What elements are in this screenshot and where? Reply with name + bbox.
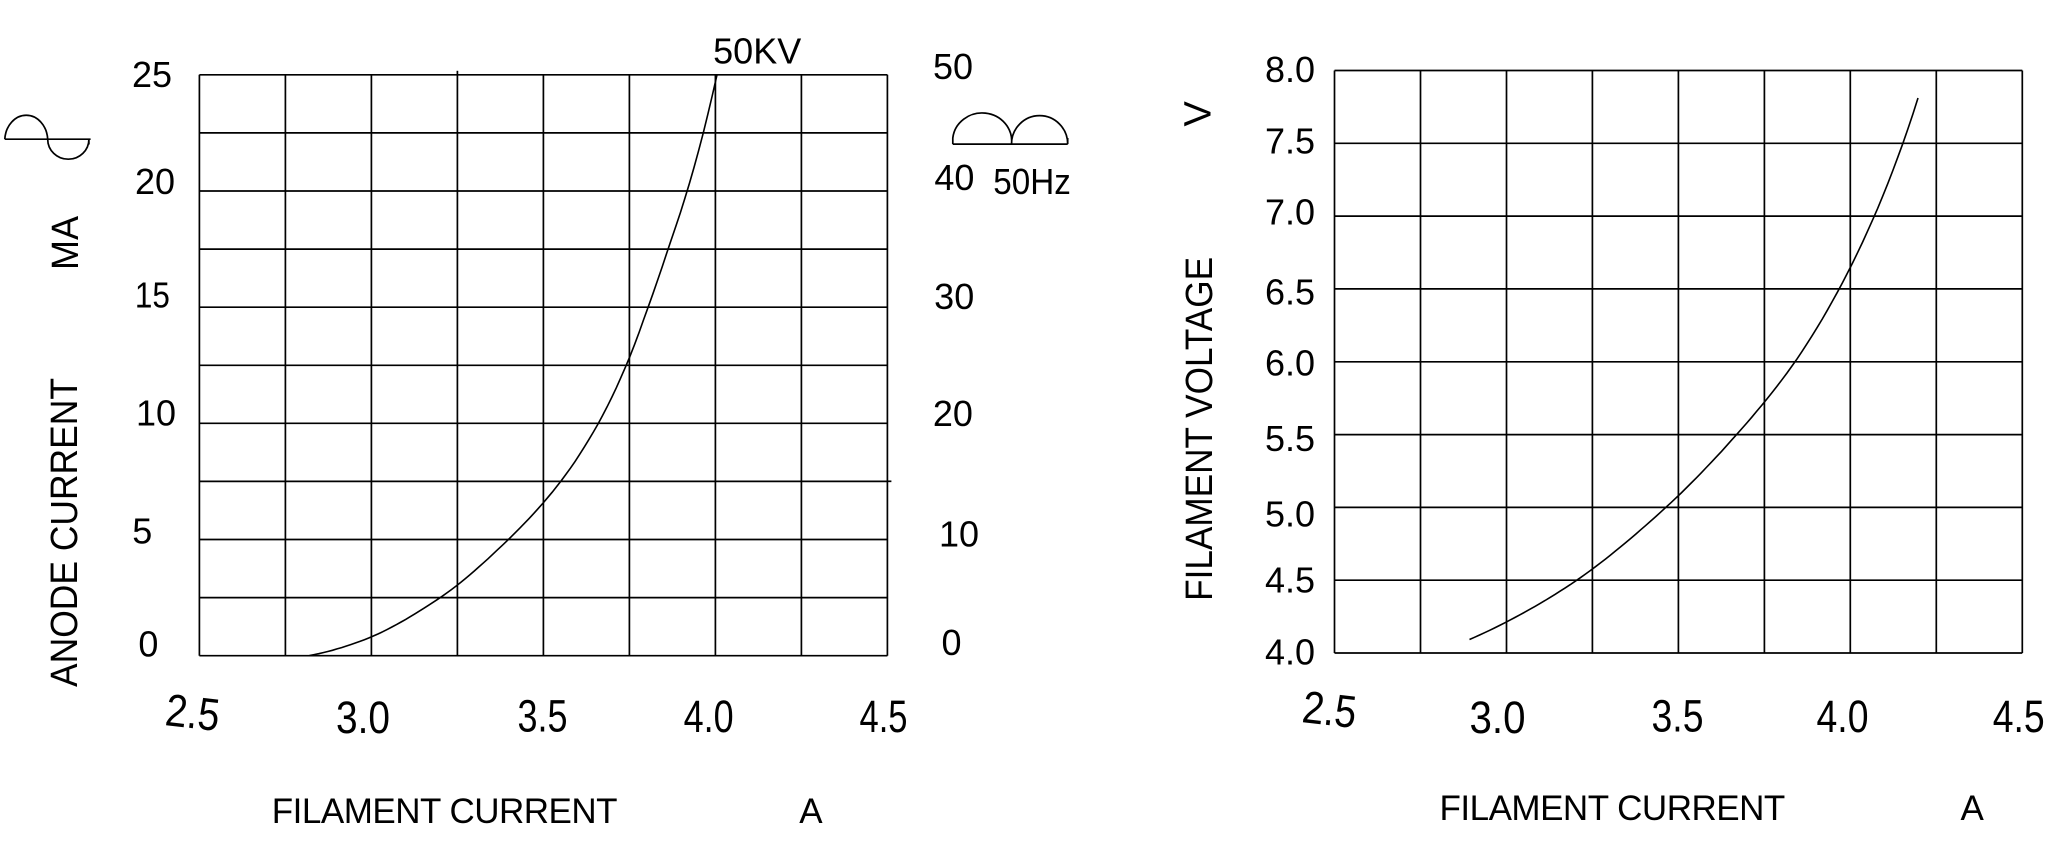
svg-text:A: A [799, 792, 823, 831]
svg-text:2.5: 2.5 [163, 684, 222, 741]
svg-text:4.5: 4.5 [1265, 560, 1315, 601]
svg-text:FILAMENT CURRENT: FILAMENT CURRENT [272, 792, 617, 831]
svg-text:6.5: 6.5 [1265, 272, 1315, 313]
svg-text:5.0: 5.0 [1265, 494, 1315, 535]
svg-text:3.5: 3.5 [1652, 690, 1704, 741]
svg-text:7.0: 7.0 [1265, 192, 1315, 233]
svg-text:FILAMENT VOLTAGE: FILAMENT VOLTAGE [1179, 257, 1221, 601]
svg-text:20: 20 [933, 393, 973, 434]
svg-text:3.0: 3.0 [336, 692, 390, 743]
svg-text:4.0: 4.0 [1817, 691, 1869, 742]
svg-text:4.0: 4.0 [684, 691, 734, 742]
svg-text:4.5: 4.5 [1993, 691, 2045, 742]
svg-text:30: 30 [934, 276, 974, 317]
svg-text:3.0: 3.0 [1470, 692, 1526, 743]
svg-text:2.5: 2.5 [1300, 681, 1359, 738]
svg-text:25: 25 [132, 54, 172, 95]
svg-text:6.0: 6.0 [1265, 342, 1315, 383]
svg-text:10: 10 [939, 513, 979, 554]
svg-text:7.5: 7.5 [1265, 121, 1315, 162]
svg-text:ANODE CURRENT: ANODE CURRENT [44, 378, 86, 687]
svg-text:0: 0 [941, 622, 961, 663]
svg-text:10: 10 [136, 393, 176, 434]
svg-text:4.0: 4.0 [1265, 632, 1315, 673]
svg-text:3.5: 3.5 [518, 690, 568, 741]
svg-text:0: 0 [138, 624, 158, 665]
svg-text:5.5: 5.5 [1265, 418, 1315, 459]
svg-text:A: A [1960, 789, 1984, 828]
svg-text:20: 20 [135, 161, 175, 202]
svg-text:5: 5 [132, 511, 152, 552]
svg-text:15: 15 [135, 275, 170, 316]
svg-text:MA: MA [45, 215, 87, 270]
svg-text:50Hz: 50Hz [993, 161, 1071, 202]
svg-text:FILAMENT CURRENT: FILAMENT CURRENT [1440, 789, 1785, 828]
svg-text:V: V [1178, 100, 1220, 126]
svg-text:8.0: 8.0 [1265, 49, 1315, 90]
svg-text:50: 50 [933, 46, 973, 87]
svg-text:50KV: 50KV [713, 30, 801, 71]
svg-text:40: 40 [934, 157, 974, 198]
svg-text:4.5: 4.5 [860, 691, 908, 742]
